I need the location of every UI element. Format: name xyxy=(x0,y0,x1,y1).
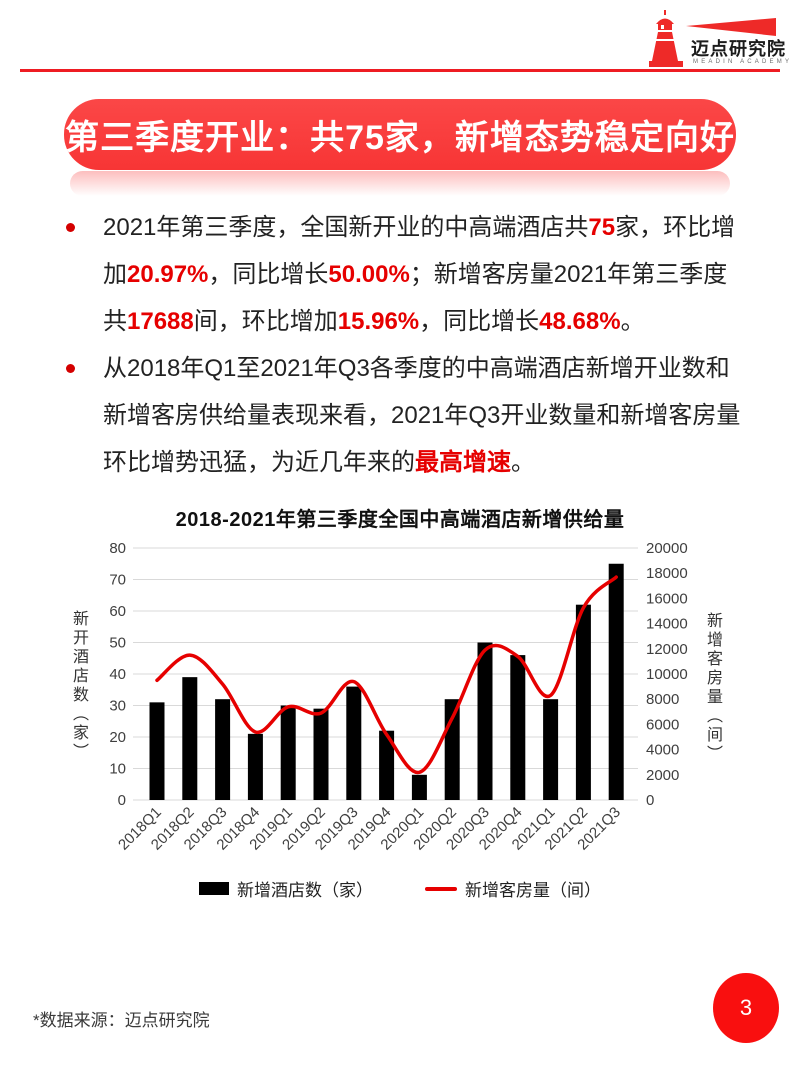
svg-text:20: 20 xyxy=(109,729,126,746)
bar xyxy=(149,702,165,800)
svg-text:2000: 2000 xyxy=(646,767,679,784)
svg-text:6000: 6000 xyxy=(646,716,679,733)
svg-text:10: 10 xyxy=(109,761,126,778)
bar xyxy=(477,642,493,800)
header-divider xyxy=(20,69,780,72)
bar xyxy=(543,699,559,800)
svg-text:60: 60 xyxy=(109,603,126,620)
legend-label: 新增客房量（间） xyxy=(465,881,601,900)
svg-text:80: 80 xyxy=(109,540,126,557)
svg-text:20000: 20000 xyxy=(646,540,688,557)
bar xyxy=(247,733,263,800)
bullet-list: 2021年第三季度，全国新开业的中高端酒店共75家，环比增 加20.97%，同比增… xyxy=(64,204,764,486)
bullet-item: 从2018年Q1至2021年Q3各季度的中高端酒店新增开业数和 新增客房供给量表现… xyxy=(64,345,764,486)
x-axis-labels: 2018Q12018Q22018Q32018Q42019Q12019Q22019… xyxy=(115,804,624,854)
header: 迈点研究院 MEADIN ACADEMY xyxy=(0,0,800,74)
y-axis-left-labels: 0 10 20 30 40 50 60 70 80 xyxy=(109,540,126,809)
page-title: 第三季度开业：共75家，新增态势稳定向好 xyxy=(65,119,735,157)
svg-text:16000: 16000 xyxy=(646,590,688,607)
page-number-badge: 3 xyxy=(713,973,779,1043)
bullet-text-line: 从2018年Q1至2021年Q3各季度的中高端酒店新增开业数和 xyxy=(103,355,730,382)
bar xyxy=(280,705,296,800)
lighthouse-beam-icon xyxy=(649,10,776,67)
bar xyxy=(608,563,624,800)
logo-text-cn: 迈点研究院 xyxy=(691,39,786,59)
title-banner: 第三季度开业：共75家，新增态势稳定向好 xyxy=(64,99,736,197)
line-series xyxy=(155,575,618,775)
bar xyxy=(510,655,526,800)
bar-series xyxy=(149,563,624,800)
logo-text-en: MEADIN ACADEMY xyxy=(693,59,793,65)
svg-text:14000: 14000 xyxy=(646,616,688,633)
svg-text:18000: 18000 xyxy=(646,565,688,582)
svg-text:40: 40 xyxy=(109,666,126,683)
page-number: 3 xyxy=(739,995,753,1020)
bar xyxy=(313,708,329,800)
bar xyxy=(379,730,395,800)
chart-title: 2018-2021年第三季度全国中高端酒店新增供给量 xyxy=(175,509,625,531)
svg-text:0: 0 xyxy=(646,792,654,809)
svg-text:12000: 12000 xyxy=(646,641,688,658)
bar xyxy=(411,774,427,800)
svg-text:50: 50 xyxy=(109,635,126,652)
legend-line-swatch xyxy=(425,886,457,891)
svg-text:10000: 10000 xyxy=(646,666,688,683)
svg-text:0: 0 xyxy=(118,792,126,809)
bullet-item: 2021年第三季度，全国新开业的中高端酒店共75家，环比增 加20.97%，同比增… xyxy=(64,204,764,345)
right-axis-title: 新增客房量（间） xyxy=(704,612,721,764)
bullet-text-line: 加20.97%，同比增长50.00%；新增客房量2021年第三季度 xyxy=(103,261,728,288)
logo: 迈点研究院 MEADIN ACADEMY xyxy=(646,9,789,69)
bar xyxy=(215,699,231,800)
bullet-text-line: 2021年第三季度，全国新开业的中高端酒店共75家，环比增 xyxy=(103,214,736,241)
bar xyxy=(182,677,198,800)
bullet-text-line: 环比增势迅猛，为近几年来的最高增速。 xyxy=(103,449,535,476)
bar xyxy=(575,604,591,800)
svg-text:30: 30 xyxy=(109,698,126,715)
legend-item: 新增酒店数（家） xyxy=(199,876,373,901)
legend-label: 新增酒店数（家） xyxy=(237,881,373,900)
left-axis-title: 新开酒店数（家） xyxy=(70,610,87,762)
legend-bar-swatch xyxy=(199,882,229,895)
y-axis-right-labels: 0 2000 4000 6000 8000 10000 12000 14000 16000 180… xyxy=(646,540,688,809)
data-source: *数据来源：迈点研究院 xyxy=(33,1011,210,1030)
svg-text:4000: 4000 xyxy=(646,742,679,759)
chart-legend: 新增酒店数（家） 新增客房量（间） xyxy=(0,876,800,901)
svg-text:8000: 8000 xyxy=(646,691,679,708)
bullet-text-line: 新增客房供给量表现来看，2021年Q3开业数量和新增客房量 xyxy=(103,402,741,429)
chart-canvas: 0 10 20 30 40 50 60 70 80 0 2000 4000 6000 8000 10000 1… xyxy=(109,540,688,854)
bullet-dot xyxy=(66,223,75,232)
svg-text:70: 70 xyxy=(109,572,126,589)
bar xyxy=(346,686,362,800)
legend-item: 新增客房量（间） xyxy=(425,876,601,901)
bullet-text-line: 共17688间，环比增加15.96%，同比增长48.68%。 xyxy=(103,308,645,335)
bullet-dot xyxy=(66,364,75,373)
